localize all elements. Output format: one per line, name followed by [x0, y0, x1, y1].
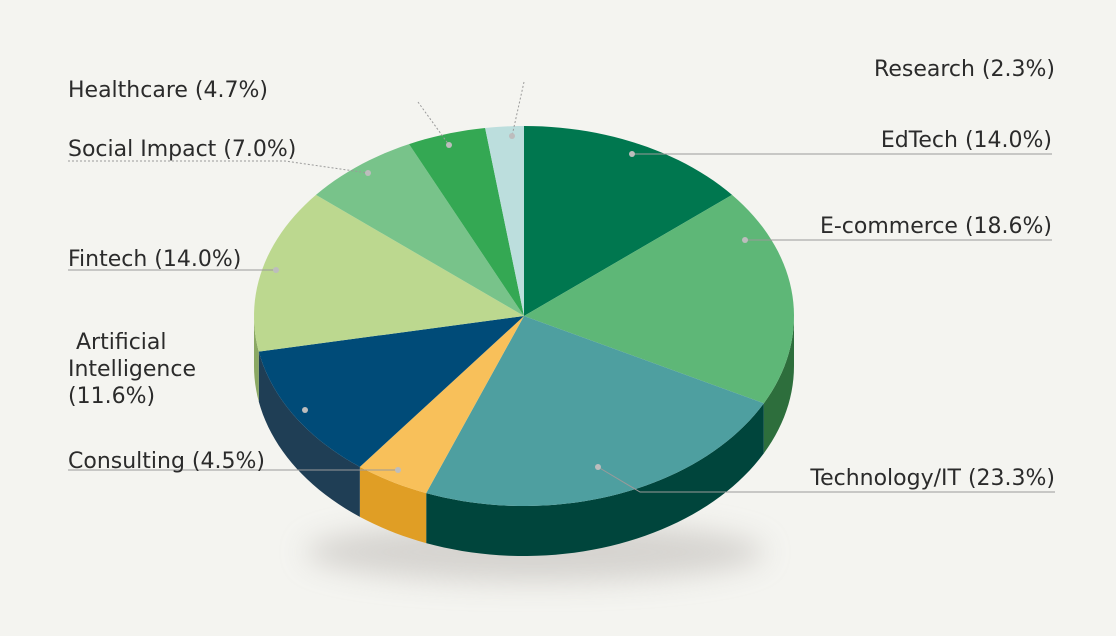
pie-slice-4	[258, 316, 524, 467]
pie-slice-2	[426, 316, 764, 506]
leader-lines	[68, 81, 1055, 493]
slice-side-2	[426, 403, 764, 556]
pie-top	[254, 126, 794, 506]
slice-label-line: Intelligence	[68, 357, 196, 382]
label-dot-2	[595, 464, 601, 470]
slice-side-4	[258, 351, 360, 517]
leader-line-6	[68, 160, 369, 174]
label-dot-4	[302, 407, 308, 413]
slice-label-line: (11.6%)	[68, 384, 155, 409]
leader-line-2	[597, 466, 1055, 493]
slice-label-0: EdTech (14.0%)	[881, 128, 1052, 153]
slice-label-5: Fintech (14.0%)	[68, 247, 241, 272]
slice-side-3	[359, 466, 427, 544]
slice-label-4: Artificial Intelligence (11.6%)	[68, 330, 196, 409]
slice-label-2: Technology/IT (23.3%)	[809, 466, 1055, 491]
pie-slice-0	[524, 126, 733, 316]
pie-slice-6	[315, 144, 524, 316]
pie-depth	[254, 316, 794, 556]
pie-slice-1	[524, 194, 794, 404]
pie-slice-7	[409, 127, 524, 316]
slice-label-1: E-commerce (18.6%)	[820, 214, 1052, 239]
label-dot-5	[273, 267, 279, 273]
leader-line-8	[511, 81, 525, 137]
slice-side-1	[763, 316, 794, 454]
slice-labels: EdTech (14.0%) E-commerce (18.6%) Technolo…	[68, 57, 1055, 491]
slice-label-7: Healthcare (4.7%)	[68, 78, 268, 103]
leader-line-7	[417, 101, 450, 146]
slice-label-line: Artificial	[76, 330, 167, 355]
slice-side-5	[254, 316, 259, 402]
pie-slice-5	[254, 194, 524, 352]
slice-label-6: Social Impact (7.0%)	[68, 137, 296, 162]
pie-slice-8	[485, 126, 524, 316]
label-dot-1	[742, 237, 748, 243]
slice-label-3: Consulting (4.5%)	[68, 449, 265, 474]
label-dot-7	[446, 142, 452, 148]
label-dot-3	[395, 467, 401, 473]
slice-label-8: Research (2.3%)	[874, 57, 1055, 82]
label-dot-8	[509, 133, 515, 139]
label-dot-6	[365, 170, 371, 176]
label-dot-0	[629, 151, 635, 157]
pie-slice-3	[359, 316, 524, 494]
